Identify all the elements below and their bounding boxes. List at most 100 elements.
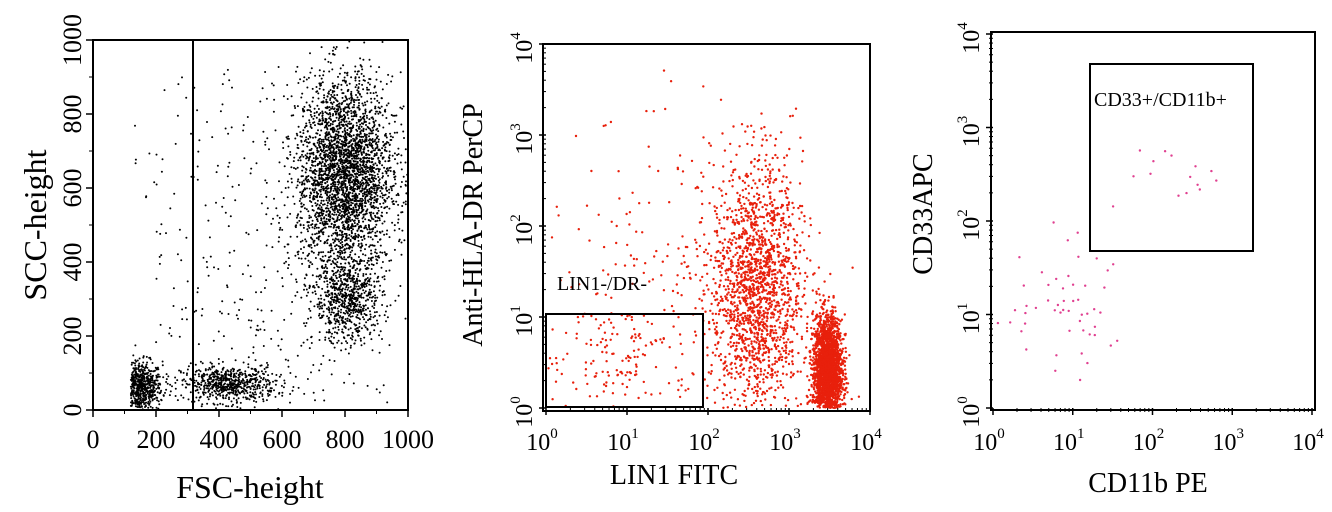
p1-point: [337, 211, 340, 214]
p1-point: [366, 327, 369, 330]
p1-point: [206, 402, 209, 405]
p1-point: [365, 285, 368, 287]
p1-point: [369, 92, 372, 94]
p1-point: [310, 115, 313, 118]
p1-point: [217, 393, 220, 396]
p1-point: [162, 376, 165, 379]
p1-point: [314, 195, 317, 198]
p1-point: [352, 115, 355, 118]
p1-point: [388, 154, 391, 157]
p1-point: [368, 58, 371, 61]
p1-point: [394, 178, 396, 181]
p1-point: [383, 293, 386, 296]
p1-point: [364, 290, 367, 293]
p1-point: [324, 263, 327, 266]
p1-point: [348, 247, 351, 250]
p1-point: [330, 201, 333, 204]
p1-point: [351, 125, 354, 128]
p1-point: [302, 179, 305, 182]
p1-point: [309, 166, 312, 169]
p1-point: [395, 194, 398, 197]
p1-point: [385, 117, 388, 119]
p1-point: [220, 386, 223, 389]
p1-point: [342, 125, 345, 127]
p1-point: [395, 200, 398, 203]
p1-point: [325, 146, 328, 149]
p1-point: [360, 245, 363, 248]
p1-point: [336, 300, 339, 303]
p1-point: [404, 317, 407, 320]
p1-point: [362, 140, 365, 143]
p1-point: [246, 386, 248, 389]
p1-point: [388, 269, 391, 272]
p1-point: [339, 270, 342, 273]
p1-point: [152, 374, 154, 377]
p1-point: [153, 382, 156, 384]
p1-point: [233, 379, 236, 382]
p1-point: [381, 114, 384, 117]
p1-point: [229, 381, 231, 384]
p1-point: [344, 148, 347, 151]
p1-point: [357, 213, 360, 216]
p1-point: [377, 138, 380, 141]
p1-point: [334, 48, 337, 50]
p1-point: [334, 320, 337, 323]
p1-point: [144, 394, 147, 396]
p1-point: [339, 242, 342, 245]
p1-point: [315, 86, 318, 88]
p1-point: [207, 368, 210, 371]
p1-point: [386, 316, 389, 319]
p1-point: [215, 397, 218, 400]
p1-point: [305, 101, 308, 104]
p1-point: [180, 394, 183, 397]
p1-point: [342, 200, 345, 203]
p1-point: [343, 227, 346, 230]
p1-point: [309, 113, 312, 116]
p1-point: [251, 385, 253, 388]
p1-point: [359, 93, 361, 96]
p1-point: [314, 187, 317, 190]
p1-point: [374, 251, 377, 254]
p1-point: [358, 168, 361, 171]
p1-point: [390, 189, 393, 192]
p1-point: [133, 369, 136, 372]
p1-point: [378, 289, 381, 292]
p1-point: [346, 319, 349, 322]
p1-point: [347, 220, 350, 223]
p1-point: [327, 136, 330, 139]
p1-point: [362, 182, 365, 185]
p1-point: [359, 138, 361, 141]
p1-point: [200, 381, 203, 384]
p1-point: [347, 352, 350, 355]
p1-point: [298, 181, 301, 184]
p1-point: [304, 257, 307, 260]
p1-point: [354, 77, 357, 80]
p1-point: [211, 366, 214, 369]
p1-point: [241, 373, 244, 375]
p1-point: [327, 187, 330, 190]
p1-point: [332, 189, 335, 192]
p1-point: [198, 369, 200, 372]
p1-point: [218, 373, 221, 376]
p1-point: [214, 383, 217, 386]
p1-point: [286, 84, 289, 86]
p1-point: [349, 344, 352, 347]
p1-point: [381, 261, 384, 263]
p1-point: [391, 75, 394, 78]
p1-point: [356, 314, 359, 316]
p1-point: [290, 95, 293, 98]
p1-point: [245, 231, 248, 234]
p1-point: [314, 124, 316, 127]
p1-point: [337, 225, 340, 228]
p1-point: [239, 383, 242, 385]
p1-point: [361, 283, 364, 286]
p1-point: [320, 167, 323, 170]
p1-point: [327, 256, 330, 259]
p1-point: [349, 181, 352, 184]
p1-point: [354, 271, 357, 274]
p1-point: [328, 154, 331, 157]
p1-point: [201, 362, 204, 365]
p1-point: [222, 377, 225, 380]
p1-point: [344, 177, 347, 180]
p1-point: [344, 213, 347, 216]
